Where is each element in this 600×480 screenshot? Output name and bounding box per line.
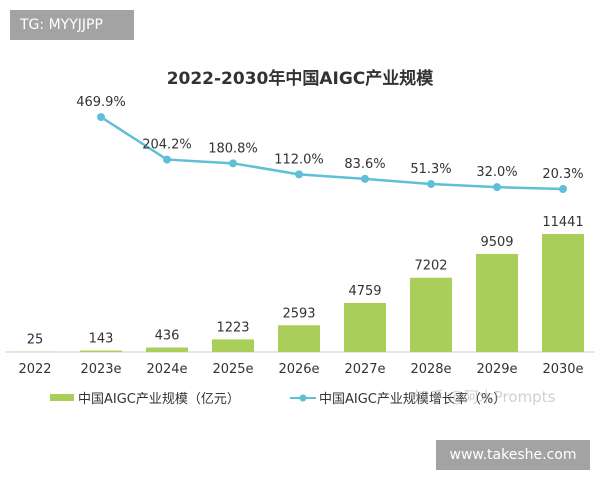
growth-point-2027e — [361, 174, 369, 183]
bar-2024e — [146, 347, 188, 352]
growth-label-2028e: 51.3% — [410, 162, 451, 177]
bar-label-2028e: 7202 — [414, 259, 447, 274]
bar-label-2027e: 4759 — [348, 284, 381, 299]
watermark-tg: TG: MYYJJPP — [10, 10, 134, 40]
growth-label-2029e: 32.0% — [476, 165, 517, 180]
bar-label-2029e: 9509 — [480, 235, 513, 250]
bar-2023e — [80, 350, 122, 352]
bar-2029e — [476, 253, 518, 352]
growth-point-2025e — [229, 159, 237, 168]
growth-label-2025e: 180.8% — [208, 141, 258, 156]
growth-label-2027e: 83.6% — [344, 157, 385, 172]
bar-2030e — [542, 234, 584, 352]
growth-label-2023e: 469.9% — [76, 95, 126, 110]
x-tick-2024e: 2024e — [146, 362, 187, 377]
chart-title: 2022-2030年中国AIGC产业规模 — [166, 69, 434, 89]
legend-bar: 中国AIGC产业规模（亿元） — [50, 388, 240, 407]
growth-label-2026e: 112.0% — [274, 152, 324, 167]
growth-point-2024e — [163, 155, 171, 164]
x-tick-2026e: 2026e — [278, 362, 319, 377]
bar-label-2022: 25 — [27, 333, 44, 348]
x-tick-2025e: 2025e — [212, 362, 253, 377]
x-tick-2030e: 2030e — [542, 362, 583, 377]
bar-2025e — [212, 339, 254, 352]
bar-2026e — [278, 325, 320, 352]
growth-label-2030e: 20.3% — [542, 167, 583, 182]
bar-2028e — [410, 277, 452, 352]
bar-label-2023e: 143 — [89, 332, 114, 347]
x-tick-2028e: 2028e — [410, 362, 451, 377]
chart: 25 2022 143 2023e 436 2024e 1223 2025e 2593 2026e… — [5, 95, 595, 377]
growth-point-2030e — [559, 185, 567, 193]
bar-label-2026e: 2593 — [282, 306, 315, 321]
legend-line-swatch — [290, 394, 316, 401]
growth-point-2026e — [295, 170, 303, 179]
watermark-source: 知乎 @阿木Prompts — [414, 388, 556, 406]
growth-point-2029e — [493, 183, 501, 192]
legend-line: 中国AIGC产业规模增长率（%） — [290, 388, 506, 407]
bar-label-2030e: 11441 — [542, 215, 583, 230]
legend-bar-label: 中国AIGC产业规模（亿元） — [78, 392, 240, 407]
x-tick-2029e: 2029e — [476, 362, 517, 377]
legend-bar-swatch — [50, 394, 74, 401]
growth-line — [100, 116, 564, 191]
growth-point-2028e — [427, 180, 435, 189]
legend-line-label: 中国AIGC产业规模增长率（%） — [319, 392, 507, 407]
bar-label-2024e: 436 — [155, 329, 180, 344]
x-tick-2027e: 2027e — [344, 362, 385, 377]
growth-point-2023e — [97, 113, 105, 122]
growth-label-2024e: 204.2% — [142, 138, 192, 153]
x-tick-2023e: 2023e — [80, 362, 121, 377]
bar-label-2025e: 1223 — [216, 320, 249, 335]
watermark-site: www.takeshe.com — [436, 440, 590, 470]
bar-2027e — [344, 302, 386, 352]
x-tick-2022: 2022 — [18, 362, 51, 377]
